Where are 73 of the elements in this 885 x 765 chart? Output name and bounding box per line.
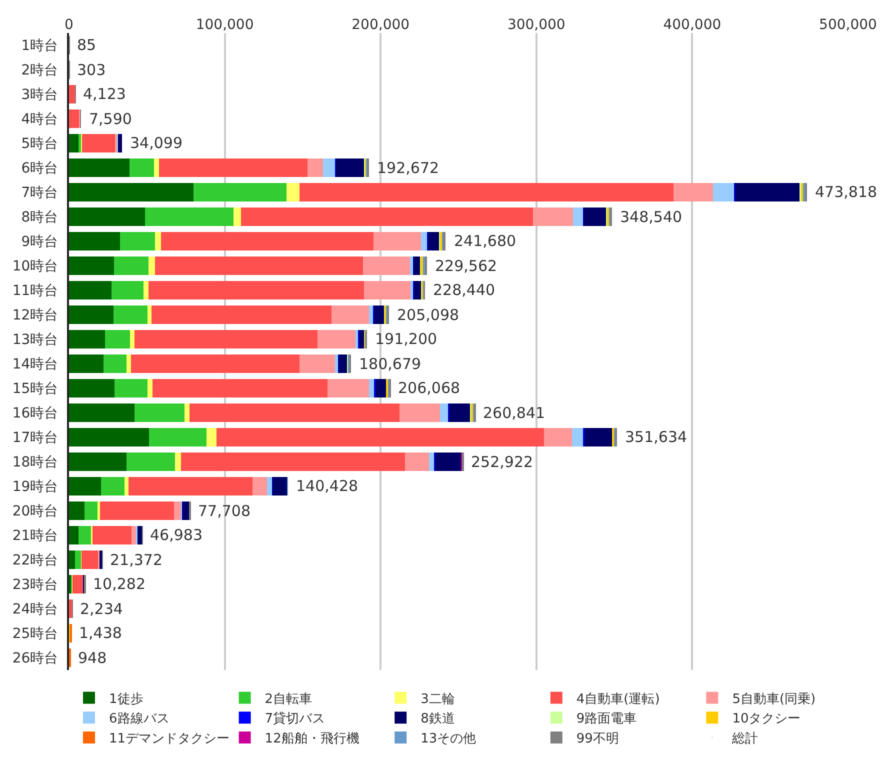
y-tick-label: 15時台: [12, 381, 58, 398]
total-label: 241,680: [454, 232, 516, 250]
total-label: 34,099: [130, 134, 182, 152]
total-label: 180,679: [359, 355, 422, 373]
text: 総計: [731, 732, 758, 747]
y-tick-label: 5時台: [21, 136, 58, 152]
legend-label: 6路線バス: [109, 712, 170, 727]
total-label: 140,428: [296, 477, 358, 495]
y-tick-label: 18時台: [12, 454, 58, 471]
total-label: 2,234: [80, 600, 123, 618]
legend-label: 4自動車(運転): [576, 692, 660, 707]
total-label: 260,841: [483, 404, 546, 422]
x-tick-label: 200,000: [352, 17, 410, 34]
legend-label: 9路面電車: [576, 712, 637, 727]
y-tick-label: 25時台: [12, 626, 58, 642]
y-tick-label: 22時台: [12, 552, 58, 569]
total-label: 46,983: [150, 526, 202, 544]
legend-label: 99不明: [576, 732, 619, 747]
total-label: 229,562: [435, 257, 498, 275]
y-tick-label: 12時台: [12, 308, 58, 324]
y-tick-label: 3時台: [21, 87, 58, 104]
y-tick-label: 2時台: [21, 62, 58, 79]
y-tick-label: 17時台: [12, 430, 58, 446]
y-tick-label: 9時台: [21, 234, 58, 250]
x-tick-label: 500,000: [819, 17, 877, 34]
y-tick-label: 26時台: [12, 650, 58, 667]
legend-label: 1徒歩: [109, 692, 144, 707]
total-label: 205,098: [397, 306, 460, 324]
legend-label: 2自転車: [264, 692, 312, 707]
y-tick-label: 6時台: [21, 160, 58, 177]
total-label: 228,440: [433, 281, 496, 299]
x-tick-label: 100,000: [196, 17, 254, 34]
legend-label: 5自動車(同乗): [732, 692, 816, 707]
total-label: 303: [77, 61, 106, 79]
y-tick-label: 7時台: [21, 185, 58, 202]
legend-label: 7貸切バス: [264, 712, 326, 727]
legend-label: 13その他: [420, 732, 476, 747]
total-label: 252,922: [471, 453, 534, 471]
total-label: 1,438: [79, 624, 122, 642]
y-tick-label: 21時台: [12, 528, 58, 544]
y-tick-label: 19時台: [12, 479, 58, 496]
y-tick-label: 23時台: [12, 577, 58, 594]
total-label: 206,068: [398, 379, 460, 397]
x-tick-label: 400,000: [663, 17, 722, 34]
x-tick-label: 0: [64, 17, 74, 34]
total-label: 351,634: [625, 428, 688, 446]
total-label: 10,282: [93, 575, 146, 593]
total-label: 191,200: [375, 330, 438, 348]
y-tick-label: 24時台: [12, 602, 58, 618]
y-tick-label: 1時台: [21, 38, 58, 54]
y-tick-label: 10時台: [12, 258, 58, 275]
y-tick-label: 20時台: [12, 504, 58, 520]
legend-label: 10タクシー: [732, 712, 801, 727]
y-tick-label: 4時台: [21, 112, 58, 128]
total-label: 473,818: [815, 183, 878, 201]
total-label: 77,708: [198, 502, 250, 520]
y-tick-label: 11時台: [12, 283, 58, 300]
legend-label: 3二輪: [420, 692, 455, 707]
y-tick-label: 16時台: [12, 406, 58, 422]
x-tick-label: 300,000: [507, 17, 566, 34]
total-label: 348,540: [620, 208, 682, 226]
legend-label: 11デマンドタクシー: [109, 732, 230, 747]
y-tick-label: 13時台: [12, 332, 58, 348]
total-label: 948: [78, 649, 107, 667]
y-tick-label: 14時台: [12, 356, 58, 373]
total-label: 4,123: [83, 85, 126, 103]
total-label: 21,372: [110, 551, 162, 569]
legend-label: 12船舶・飛行機: [264, 732, 360, 747]
y-tick-label: 8時台: [21, 210, 58, 226]
legend-label: 8鉄道: [420, 712, 455, 727]
total-label: 7,590: [89, 110, 132, 128]
total-label: 192,672: [377, 159, 440, 177]
total-label: 85: [77, 36, 96, 54]
